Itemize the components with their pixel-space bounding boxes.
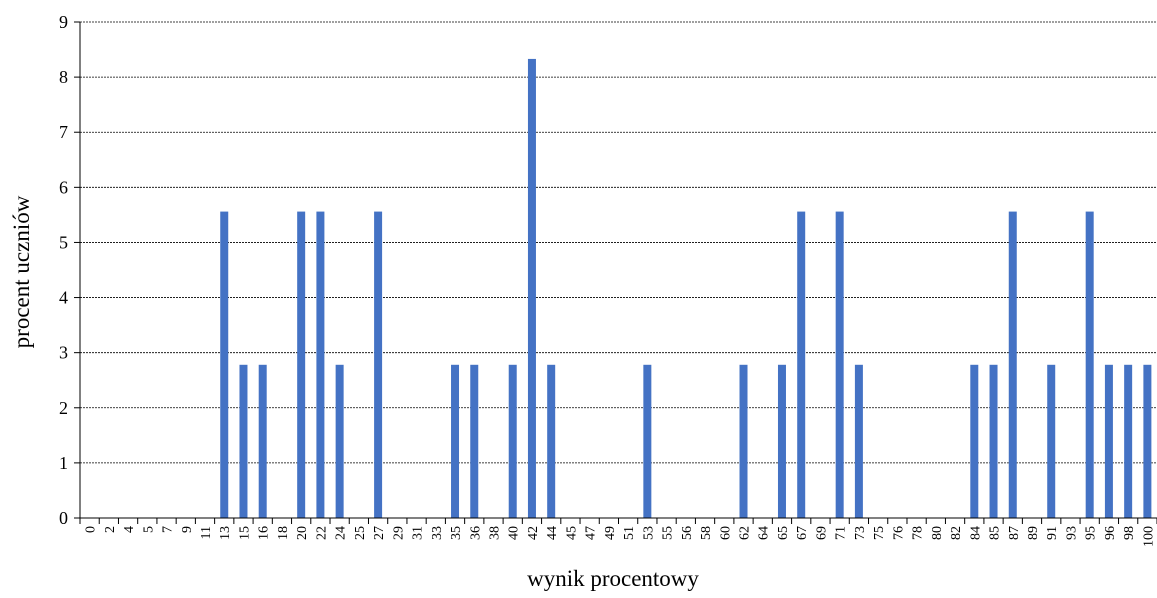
x-tick-label: 45 xyxy=(564,526,579,540)
y-tick-label: 3 xyxy=(59,343,68,363)
x-tick-label: 31 xyxy=(411,526,426,540)
bar xyxy=(258,364,267,518)
x-tick-label: 47 xyxy=(584,526,599,540)
x-tick-label: 96 xyxy=(1103,526,1118,540)
x-tick-label: 35 xyxy=(449,526,464,540)
x-tick-label: 11 xyxy=(199,526,214,539)
bar xyxy=(316,211,325,519)
x-tick-label: 9 xyxy=(180,526,195,533)
x-tick-label: 78 xyxy=(911,526,926,540)
x-tick-label: 44 xyxy=(545,526,560,540)
y-tick-label: 6 xyxy=(59,177,68,197)
y-tick-label: 0 xyxy=(59,508,68,528)
x-tick-label: 91 xyxy=(1045,526,1060,540)
x-tick-label: 89 xyxy=(1026,526,1041,540)
x-tick-label: 98 xyxy=(1122,526,1137,540)
x-tick-label: 67 xyxy=(795,526,810,540)
x-tick-label: 13 xyxy=(218,526,233,540)
y-tick-label: 2 xyxy=(59,398,68,418)
x-tick-label: 38 xyxy=(487,526,502,540)
bar xyxy=(547,364,556,518)
x-tick-label: 85 xyxy=(988,526,1003,540)
x-tick-label: 36 xyxy=(468,526,483,540)
bar xyxy=(989,364,998,518)
bar xyxy=(374,211,383,519)
bar xyxy=(777,364,786,518)
y-tick-label: 4 xyxy=(59,288,68,308)
x-tick-label: 75 xyxy=(872,526,887,540)
x-tick-label: 15 xyxy=(237,526,252,540)
bar xyxy=(1085,211,1094,519)
bar xyxy=(835,211,844,519)
x-tick-label: 53 xyxy=(641,526,656,540)
x-tick-label: 24 xyxy=(334,526,349,540)
x-tick-label: 71 xyxy=(834,526,849,540)
bar xyxy=(797,211,806,519)
x-tick-label: 27 xyxy=(372,526,387,540)
x-tick-label: 33 xyxy=(430,526,445,540)
x-tick-label: 64 xyxy=(757,526,772,540)
x-tick-label: 42 xyxy=(526,526,541,540)
x-tick-label: 0 xyxy=(84,526,99,533)
x-tick-label: 18 xyxy=(276,526,291,540)
y-tick-label: 9 xyxy=(59,12,68,32)
x-tick-label: 29 xyxy=(391,526,406,540)
bar xyxy=(643,364,652,518)
x-tick-label: 55 xyxy=(661,526,676,540)
x-tick-label: 93 xyxy=(1064,526,1079,540)
x-tick-label: 100 xyxy=(1141,526,1156,547)
bar xyxy=(1104,364,1113,518)
x-tick-label: 60 xyxy=(718,526,733,540)
x-tick-label: 69 xyxy=(814,526,829,540)
x-tick-label: 40 xyxy=(507,526,522,540)
bar xyxy=(451,364,460,518)
x-axis-title: wynik procentowy xyxy=(527,566,699,591)
x-tick-label: 80 xyxy=(930,526,945,540)
y-tick-label: 8 xyxy=(59,67,68,87)
x-tick-label: 22 xyxy=(314,526,329,540)
y-axis-title: procent uczniów xyxy=(9,195,34,349)
x-tick-label: 62 xyxy=(738,526,753,540)
bar xyxy=(739,364,748,518)
bar xyxy=(239,364,248,518)
x-tick-label: 20 xyxy=(295,526,310,540)
y-tick-label: 1 xyxy=(59,453,68,473)
bar xyxy=(220,211,229,519)
x-tick-label: 84 xyxy=(968,526,983,540)
x-tick-label: 58 xyxy=(699,526,714,540)
bar xyxy=(1124,364,1133,518)
x-tick-label: 16 xyxy=(257,526,272,540)
bar xyxy=(470,364,479,518)
bar xyxy=(1047,364,1056,518)
x-tick-label: 56 xyxy=(680,526,695,540)
x-tick-label: 49 xyxy=(603,526,618,540)
x-tick-label: 73 xyxy=(853,526,868,540)
x-tick-label: 7 xyxy=(161,526,176,533)
x-tick-label: 5 xyxy=(141,526,156,533)
bar xyxy=(527,58,536,519)
x-tick-label: 65 xyxy=(776,526,791,540)
x-tick-label: 51 xyxy=(622,526,637,540)
y-tick-label: 5 xyxy=(59,232,68,252)
x-tick-label: 2 xyxy=(103,526,118,533)
x-tick-label: 87 xyxy=(1007,526,1022,540)
x-tick-label: 95 xyxy=(1084,526,1099,540)
bar xyxy=(297,211,306,519)
bar xyxy=(854,364,863,518)
x-tick-label: 25 xyxy=(353,526,368,540)
bar xyxy=(1008,211,1017,519)
bar xyxy=(508,364,517,518)
y-tick-label: 7 xyxy=(59,122,68,142)
bar xyxy=(1143,364,1152,518)
x-tick-label: 4 xyxy=(122,526,137,533)
bar xyxy=(335,364,344,518)
x-tick-label: 82 xyxy=(949,526,964,540)
x-tick-label: 76 xyxy=(891,526,906,540)
bar xyxy=(970,364,979,518)
